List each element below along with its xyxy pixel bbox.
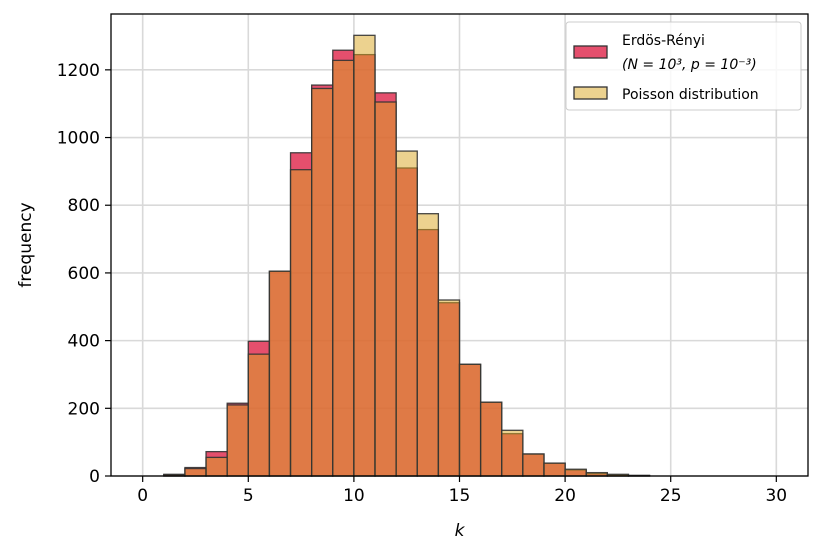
- bar-series-1: [458, 363, 482, 477]
- ticks-layer: 0 5 10 15 20 25 30 0 200 400 600 800 1000 1200: [57, 61, 787, 506]
- legend-label-erdos-renyi: Erdös-Rényi: [622, 33, 705, 49]
- legend-box: [565, 21, 802, 111]
- bar-series-1: [226, 404, 249, 477]
- x-tick-label: 15: [449, 486, 471, 506]
- y-tick-label: 0: [89, 467, 100, 487]
- x-tick-label: 5: [243, 486, 254, 506]
- legend-label-poisson: Poisson distribution: [622, 87, 759, 103]
- y-tick-label: 1200: [57, 61, 100, 81]
- legend-label-erdos-renyi-params: (N = 10³, p = 10⁻³): [622, 57, 757, 73]
- bar-series-1: [416, 213, 440, 477]
- bar-series-1: [184, 467, 207, 477]
- bar-series-1: [289, 169, 313, 477]
- bar-series-1: [268, 270, 292, 477]
- bar-series-1: [501, 429, 524, 477]
- x-tick-label: 0: [137, 486, 148, 506]
- bar-series-1: [332, 59, 355, 477]
- bar-series-1: [522, 453, 545, 477]
- x-tick-label: 10: [343, 486, 365, 506]
- y-axis-label: frequency: [16, 202, 36, 287]
- x-axis-label: k: [455, 521, 466, 541]
- bar-series-1: [437, 299, 461, 477]
- bar-series-1: [543, 462, 566, 477]
- bar-series-1: [247, 353, 271, 477]
- y-tick-label: 200: [68, 399, 100, 419]
- x-tick-label: 25: [660, 486, 682, 506]
- y-tick-label: 800: [68, 196, 100, 216]
- legend-swatch-erdos-renyi: [573, 45, 608, 59]
- bar-series-1: [564, 468, 587, 477]
- bar-series-1: [353, 34, 376, 477]
- bar-series-1: [374, 101, 397, 477]
- bar-series-1: [395, 150, 418, 477]
- y-tick-label: 1000: [57, 129, 100, 149]
- bar-series-1: [311, 87, 334, 477]
- bars-layer: [163, 34, 651, 477]
- legend-swatch-poisson: [573, 86, 608, 100]
- x-tick-label: 30: [765, 486, 787, 506]
- x-tick-label: 20: [554, 486, 576, 506]
- bar-series-1: [205, 456, 228, 477]
- legend: Erdös-Rényi (N = 10³, p = 10⁻³) Poisson …: [565, 21, 802, 111]
- y-tick-label: 400: [68, 332, 100, 352]
- bar-series-1: [479, 401, 503, 477]
- y-tick-label: 600: [68, 264, 100, 284]
